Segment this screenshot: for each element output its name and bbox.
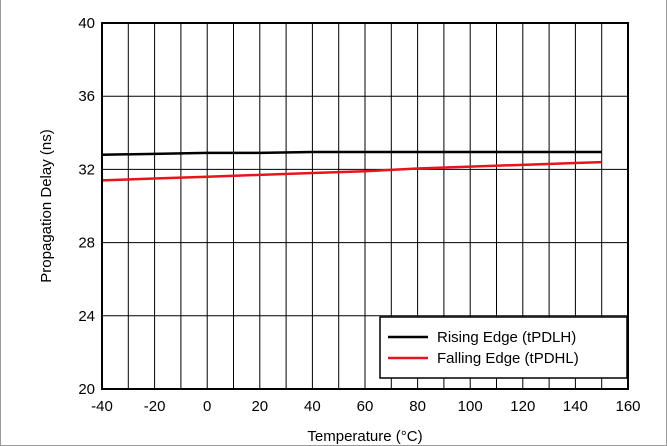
legend: Rising Edge (tPDLH) Falling Edge (tPDHL) — [379, 316, 628, 379]
series-line-rising-edge — [101, 150, 602, 157]
y-tick-label: 28 — [78, 235, 95, 252]
x-tick-label: 40 — [304, 398, 321, 415]
x-tick-label: 60 — [357, 398, 374, 415]
x-tick-label: 0 — [203, 398, 211, 415]
y-tick-label: 36 — [78, 88, 95, 105]
legend-box — [379, 316, 628, 379]
x-tick-label: 140 — [563, 398, 588, 415]
x-tick-label: 20 — [251, 398, 268, 415]
x-tick-label: -40 — [91, 398, 113, 415]
x-tick-label: 100 — [458, 398, 483, 415]
x-tick-label: 80 — [409, 398, 426, 415]
legend-label-rising-edge: Rising Edge (tPDLH) — [437, 329, 576, 346]
y-tick-label: 20 — [78, 381, 95, 398]
series-line-falling-edge — [101, 160, 602, 182]
x-tick-label: 160 — [615, 398, 640, 415]
y-tick-label: 32 — [78, 161, 95, 178]
x-tick-labels: -40 -20 0 20 40 60 80 100 120 140 160 — [91, 398, 640, 415]
y-tick-labels: 20 24 28 32 36 40 — [78, 15, 95, 398]
legend-label-falling-edge: Falling Edge (tPDHL) — [437, 350, 579, 367]
plot-area-border — [101, 22, 629, 390]
y-axis-label: Propagation Delay (ns) — [38, 129, 55, 282]
series-lines — [101, 150, 602, 182]
y-tick-label: 40 — [78, 15, 95, 32]
y-tick-label: 24 — [78, 308, 95, 325]
x-tick-label: -20 — [144, 398, 166, 415]
x-axis-label: Temperature (°C) — [307, 428, 422, 445]
x-tick-label: 120 — [510, 398, 535, 415]
